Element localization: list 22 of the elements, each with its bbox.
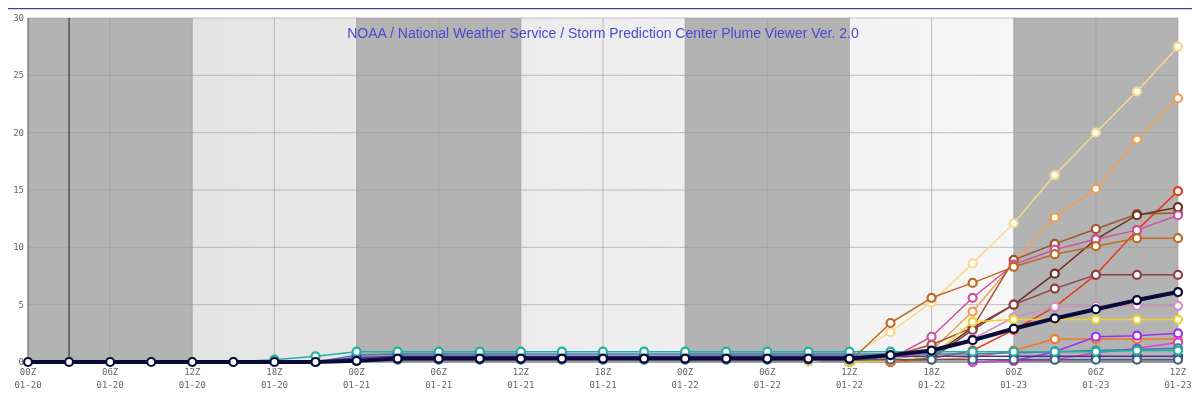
x-tick-label: 06Z 01-23 [1082, 367, 1110, 390]
y-tick-label: 25 [13, 70, 24, 81]
x-tick-label: 00Z 01-21 [343, 367, 371, 390]
x-tick-label: 06Z 01-20 [96, 367, 124, 390]
x-tick-label: 12Z 01-20 [178, 367, 206, 390]
y-tick-label: 5 [18, 299, 24, 310]
x-tick-label: 12Z 01-21 [507, 367, 535, 390]
x-tick-label: 06Z 01-22 [753, 367, 781, 390]
y-tick-label: 30 [13, 13, 24, 24]
x-tick-label: 12Z 01-22 [835, 367, 863, 390]
y-tick-label: 10 [13, 242, 24, 253]
y-tick-label: 20 [13, 127, 24, 138]
y-tick-label: 0 [18, 357, 24, 368]
x-tick-label: 00Z 01-23 [1000, 367, 1028, 390]
x-tick-label: 00Z 01-22 [671, 367, 699, 390]
x-tick-label: 18Z 01-21 [589, 367, 617, 390]
x-tick-label: 18Z 01-22 [918, 367, 946, 390]
x-tick-label: 06Z 01-21 [425, 367, 453, 390]
y-tick-label: 15 [13, 185, 24, 196]
x-tick-label: 12Z 01-23 [1164, 367, 1192, 390]
x-tick-label: 18Z 01-20 [260, 367, 288, 390]
x-tick-label: 00Z 01-20 [14, 367, 42, 390]
